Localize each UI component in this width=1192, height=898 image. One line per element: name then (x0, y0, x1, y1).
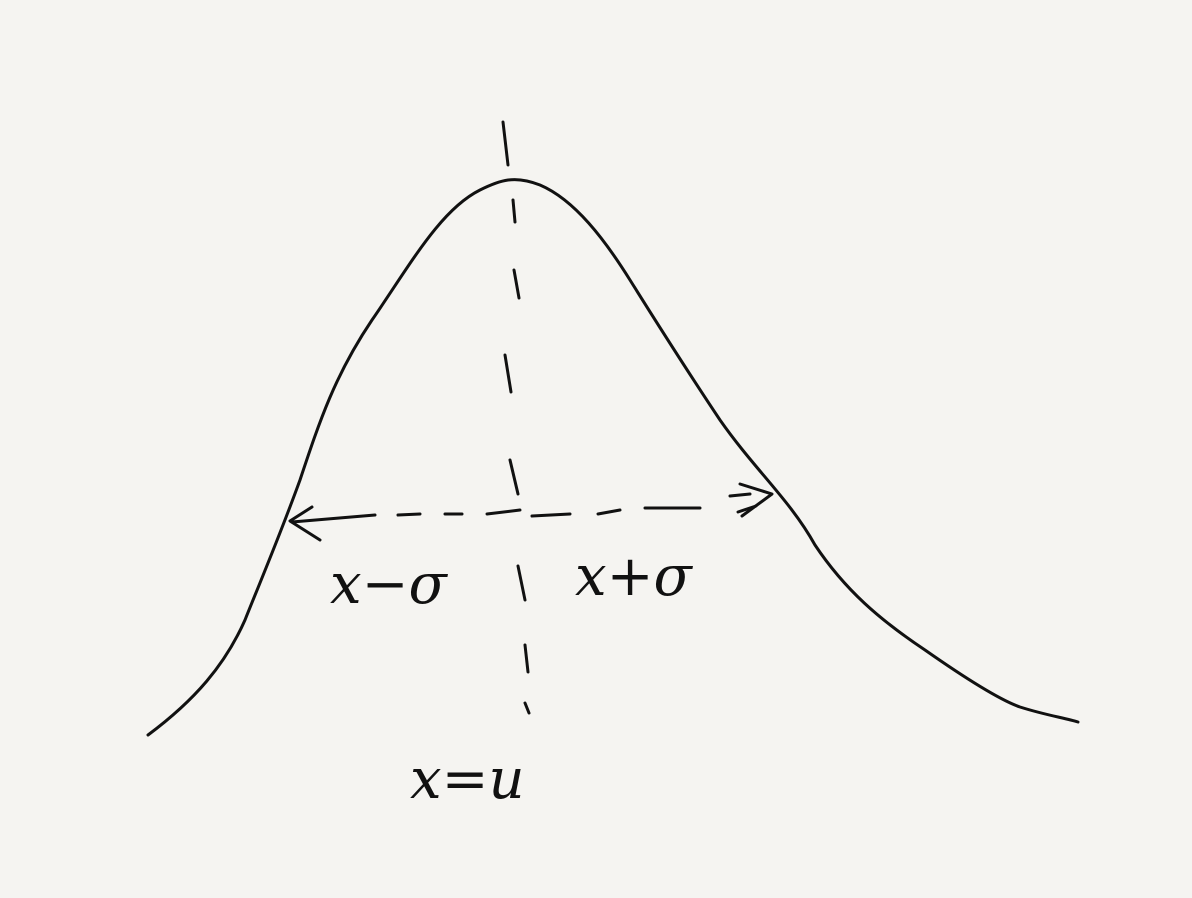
mean-label: x=u (410, 747, 525, 812)
left-bound-label: x−σ (330, 552, 449, 617)
range-arrow-dash (396, 512, 422, 517)
mean-line-dash (523, 643, 530, 674)
right-arrow-head (738, 482, 774, 518)
mean-line-dash (523, 701, 531, 715)
range-arrow-dash (728, 492, 752, 498)
mean-line-dash (503, 353, 513, 394)
mean-line-top-tick (501, 120, 510, 167)
range-arrow-dash (596, 508, 622, 516)
mean-line-dash (516, 564, 527, 602)
mean-line-dash (512, 268, 521, 300)
left-arrow-head (288, 505, 322, 542)
mean-line-dash (511, 198, 517, 224)
range-arrow-dash (290, 513, 377, 524)
bell-curve (146, 178, 1080, 737)
right-bound-label: x+σ (575, 544, 694, 609)
mean-line-dash (508, 458, 520, 496)
range-arrow-dash (485, 508, 522, 516)
range-arrow-dash (530, 512, 572, 518)
